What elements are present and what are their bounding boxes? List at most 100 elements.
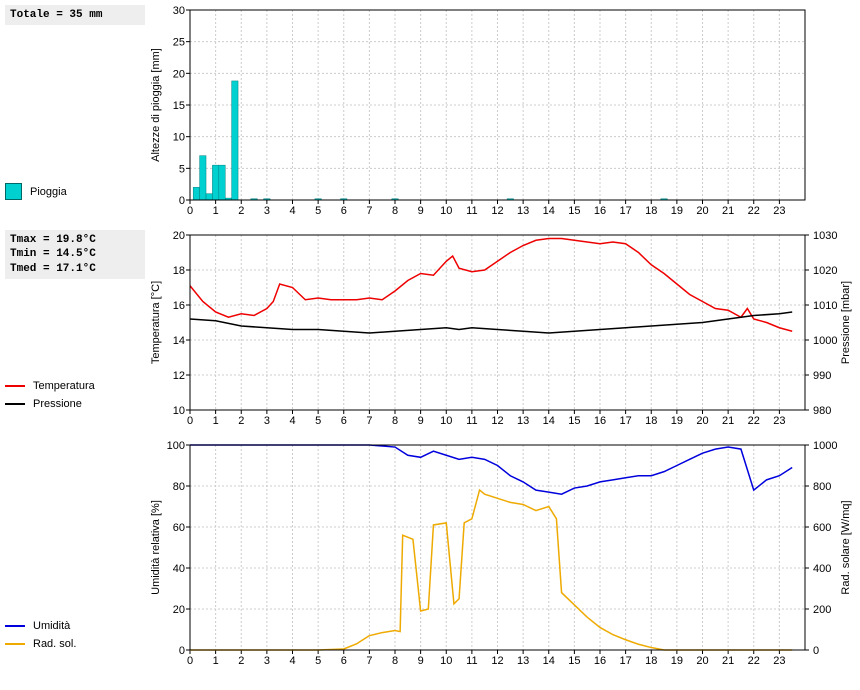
svg-text:21: 21 <box>722 415 734 427</box>
svg-text:2: 2 <box>238 415 244 427</box>
humidity-legend: UmiditàRad. sol. <box>5 620 145 650</box>
svg-text:21: 21 <box>722 655 734 667</box>
svg-text:5: 5 <box>179 163 185 175</box>
svg-text:20: 20 <box>173 604 185 616</box>
svg-text:20: 20 <box>696 415 708 427</box>
svg-text:14: 14 <box>543 415 555 427</box>
svg-text:18: 18 <box>173 265 185 277</box>
svg-text:Temperatura [°C]: Temperatura [°C] <box>150 281 162 364</box>
svg-text:17: 17 <box>620 415 632 427</box>
svg-text:16: 16 <box>594 205 606 217</box>
svg-text:14: 14 <box>543 205 555 217</box>
svg-text:17: 17 <box>620 205 632 217</box>
svg-text:12: 12 <box>491 205 503 217</box>
legend-item: Pressione <box>5 398 145 410</box>
svg-text:12: 12 <box>491 655 503 667</box>
svg-text:8: 8 <box>392 415 398 427</box>
svg-text:800: 800 <box>813 481 831 493</box>
temp-legend: Temperatura Pressione <box>5 380 145 410</box>
svg-text:1010: 1010 <box>813 300 837 312</box>
svg-text:Umidità relativa [%]: Umidità relativa [%] <box>150 500 162 595</box>
svg-text:6: 6 <box>341 655 347 667</box>
svg-text:400: 400 <box>813 563 831 575</box>
svg-text:10: 10 <box>440 415 452 427</box>
svg-text:600: 600 <box>813 522 831 534</box>
rain-legend: Pioggia <box>5 183 145 200</box>
svg-text:23: 23 <box>773 655 785 667</box>
svg-text:1: 1 <box>213 205 219 217</box>
svg-text:3: 3 <box>264 205 270 217</box>
svg-text:6: 6 <box>341 415 347 427</box>
svg-text:13: 13 <box>517 655 529 667</box>
humidity-left-col: UmiditàRad. sol. <box>5 440 145 670</box>
temp-left-col: Tmax = 19.8°CTmin = 14.5°CTmed = 17.1°C … <box>5 230 145 430</box>
svg-text:Pressione [mbar]: Pressione [mbar] <box>840 281 852 364</box>
svg-text:4: 4 <box>289 415 295 427</box>
svg-text:10: 10 <box>173 132 185 144</box>
svg-text:7: 7 <box>366 415 372 427</box>
svg-text:17: 17 <box>620 655 632 667</box>
svg-text:10: 10 <box>173 405 185 417</box>
humidity-chart: 0204060801000123456789101112131415161718… <box>145 440 855 670</box>
svg-text:0: 0 <box>187 205 193 217</box>
svg-text:0: 0 <box>813 645 819 657</box>
svg-text:0: 0 <box>187 415 193 427</box>
svg-text:15: 15 <box>568 205 580 217</box>
svg-text:20: 20 <box>696 655 708 667</box>
svg-text:1000: 1000 <box>813 440 837 452</box>
svg-text:30: 30 <box>173 5 185 17</box>
svg-text:5: 5 <box>315 205 321 217</box>
svg-text:18: 18 <box>645 655 657 667</box>
svg-text:3: 3 <box>264 655 270 667</box>
svg-text:200: 200 <box>813 604 831 616</box>
svg-text:9: 9 <box>418 205 424 217</box>
svg-text:19: 19 <box>671 205 683 217</box>
svg-text:7: 7 <box>366 655 372 667</box>
svg-text:20: 20 <box>173 230 185 242</box>
svg-text:15: 15 <box>568 415 580 427</box>
dashboard: Totale = 35 mm Pioggia 05101520253001234… <box>0 0 860 685</box>
svg-text:8: 8 <box>392 205 398 217</box>
temp-info-box: Tmax = 19.8°CTmin = 14.5°CTmed = 17.1°C <box>5 230 145 279</box>
legend-item: Temperatura <box>5 380 145 392</box>
svg-text:21: 21 <box>722 205 734 217</box>
svg-text:1: 1 <box>213 655 219 667</box>
legend-item: Umidità <box>5 620 145 632</box>
svg-text:100: 100 <box>167 440 185 452</box>
svg-text:12: 12 <box>173 370 185 382</box>
svg-text:990: 990 <box>813 370 831 382</box>
temp-row: Tmax = 19.8°CTmin = 14.5°CTmed = 17.1°C … <box>5 230 855 430</box>
svg-text:6: 6 <box>341 205 347 217</box>
svg-text:60: 60 <box>173 522 185 534</box>
svg-text:10: 10 <box>440 205 452 217</box>
legend-item: Pioggia <box>5 183 145 200</box>
svg-text:10: 10 <box>440 655 452 667</box>
svg-text:980: 980 <box>813 405 831 417</box>
svg-text:22: 22 <box>748 415 760 427</box>
svg-text:4: 4 <box>289 655 295 667</box>
temp-chart: 1012141618200123456789101112131415161718… <box>145 230 855 430</box>
svg-text:Rad. solare [W/mq]: Rad. solare [W/mq] <box>840 500 852 594</box>
svg-text:2: 2 <box>238 205 244 217</box>
svg-text:12: 12 <box>491 415 503 427</box>
svg-text:18: 18 <box>645 205 657 217</box>
svg-text:4: 4 <box>289 205 295 217</box>
svg-text:0: 0 <box>179 195 185 207</box>
svg-text:Altezze di pioggia [mm]: Altezze di pioggia [mm] <box>150 48 162 162</box>
svg-text:18: 18 <box>645 415 657 427</box>
svg-text:22: 22 <box>748 205 760 217</box>
svg-text:16: 16 <box>173 300 185 312</box>
svg-text:22: 22 <box>748 655 760 667</box>
svg-text:20: 20 <box>696 205 708 217</box>
svg-text:7: 7 <box>366 205 372 217</box>
rain-total-box: Totale = 35 mm <box>5 5 145 25</box>
svg-text:1020: 1020 <box>813 265 837 277</box>
svg-text:16: 16 <box>594 415 606 427</box>
rain-row: Totale = 35 mm Pioggia 05101520253001234… <box>5 5 855 220</box>
svg-text:8: 8 <box>392 655 398 667</box>
svg-text:25: 25 <box>173 37 185 49</box>
svg-text:14: 14 <box>173 335 185 347</box>
svg-text:11: 11 <box>466 655 477 667</box>
svg-text:16: 16 <box>594 655 606 667</box>
svg-text:13: 13 <box>517 415 529 427</box>
